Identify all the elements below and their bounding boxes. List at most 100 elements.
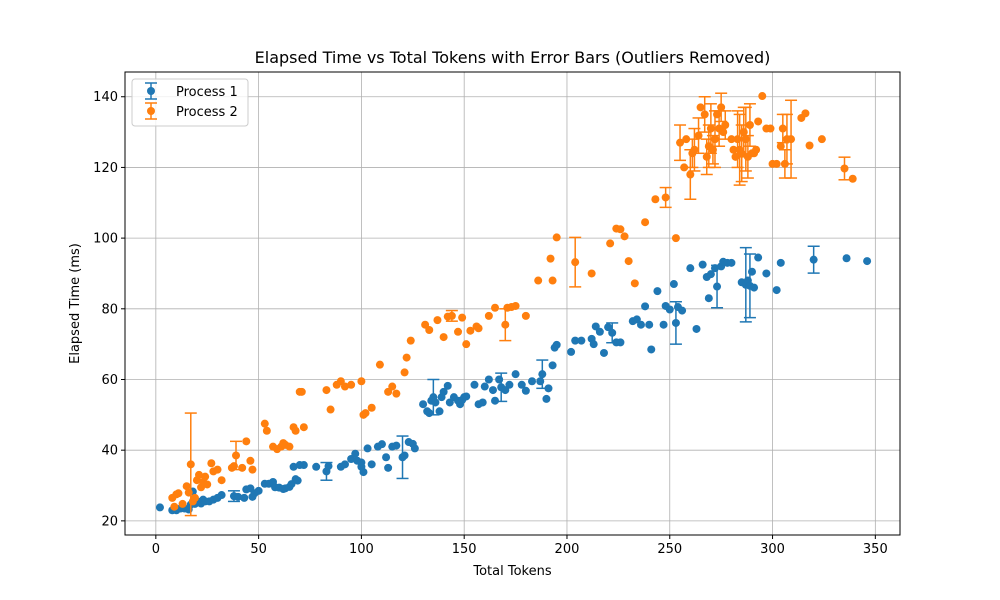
data-point xyxy=(299,461,308,470)
data-point xyxy=(717,103,726,112)
data-point xyxy=(466,326,475,335)
data-point xyxy=(521,386,530,395)
y-tick-label: 140 xyxy=(93,90,118,105)
data-point xyxy=(291,426,300,435)
data-point xyxy=(577,336,586,345)
data-point xyxy=(606,239,615,248)
data-point xyxy=(347,380,356,389)
data-point xyxy=(694,131,703,140)
data-point xyxy=(721,121,730,130)
data-point xyxy=(544,384,553,393)
data-point xyxy=(710,135,719,144)
data-point xyxy=(692,324,701,333)
y-axis-label: Elapsed Time (ms) xyxy=(68,243,83,364)
data-point xyxy=(776,142,785,151)
data-point xyxy=(480,382,489,391)
data-point xyxy=(382,453,391,462)
data-point xyxy=(433,316,442,325)
x-tick-label: 150 xyxy=(452,542,477,557)
data-point xyxy=(361,409,370,418)
data-point xyxy=(462,340,471,349)
legend-marker xyxy=(147,87,155,95)
data-point xyxy=(388,382,397,391)
data-point xyxy=(754,117,763,126)
data-point xyxy=(750,283,759,292)
data-point xyxy=(758,92,767,101)
legend-marker xyxy=(147,107,155,115)
data-point xyxy=(645,320,654,329)
data-point xyxy=(754,253,763,262)
data-point xyxy=(745,121,754,130)
data-point xyxy=(538,370,547,379)
data-point xyxy=(686,264,695,273)
x-tick-label: 0 xyxy=(152,542,160,557)
data-point xyxy=(700,110,709,119)
data-point xyxy=(402,353,411,362)
data-point xyxy=(676,138,685,147)
data-point xyxy=(392,441,401,450)
x-tick-label: 300 xyxy=(760,542,785,557)
data-point xyxy=(238,463,247,472)
data-point xyxy=(630,279,639,288)
data-point xyxy=(182,482,191,491)
data-point xyxy=(589,340,598,349)
data-point xyxy=(567,347,576,356)
data-point xyxy=(647,345,656,354)
data-point xyxy=(762,269,771,278)
data-point xyxy=(587,269,596,278)
data-point xyxy=(322,386,331,395)
series-1 xyxy=(155,245,872,515)
grid xyxy=(125,72,900,535)
data-point xyxy=(484,375,493,384)
data-point xyxy=(669,280,678,289)
y-tick-label: 80 xyxy=(101,302,118,317)
data-point xyxy=(410,444,419,453)
data-point xyxy=(484,311,493,320)
data-point xyxy=(595,327,604,336)
data-point xyxy=(727,258,736,267)
legend: Process 1 Process 2 xyxy=(131,78,249,127)
data-point xyxy=(772,286,781,295)
data-point xyxy=(262,426,271,435)
data-point xyxy=(713,282,722,291)
data-point xyxy=(511,301,520,310)
chart-title: Elapsed Time vs Total Tokens with Error … xyxy=(255,48,771,67)
data-point xyxy=(505,380,514,389)
data-point xyxy=(375,360,384,369)
x-tick-label: 250 xyxy=(657,542,682,557)
data-point xyxy=(299,423,308,432)
x-tick-label: 200 xyxy=(555,542,580,557)
ticks: 0 50 100 150 200 250 300 350 20 40 60 80 100 120 140 xyxy=(93,90,888,557)
data-point xyxy=(367,403,376,412)
data-point xyxy=(678,306,687,315)
data-point xyxy=(431,398,440,407)
data-point xyxy=(155,503,164,512)
data-point xyxy=(297,387,306,396)
x-tick-label: 50 xyxy=(250,542,267,557)
data-point xyxy=(217,491,226,500)
data-point xyxy=(439,387,448,396)
data-point xyxy=(324,462,333,471)
data-point xyxy=(863,257,872,266)
data-point xyxy=(488,386,497,395)
x-tick-label: 100 xyxy=(349,542,374,557)
data-point xyxy=(696,103,705,112)
data-point xyxy=(548,361,557,370)
data-point xyxy=(641,302,650,311)
data-point xyxy=(474,324,483,333)
data-point xyxy=(641,218,650,227)
data-point xyxy=(312,462,321,471)
data-point xyxy=(616,338,625,347)
data-point xyxy=(552,233,561,242)
data-point xyxy=(690,145,699,154)
data-point xyxy=(443,381,452,390)
data-point xyxy=(546,254,555,263)
data-point xyxy=(406,336,415,345)
data-point xyxy=(747,267,756,276)
data-point xyxy=(377,440,386,449)
data-point xyxy=(706,270,715,279)
data-point xyxy=(599,348,608,357)
data-point xyxy=(195,470,204,479)
data-point xyxy=(651,195,660,204)
data-point xyxy=(326,405,335,414)
